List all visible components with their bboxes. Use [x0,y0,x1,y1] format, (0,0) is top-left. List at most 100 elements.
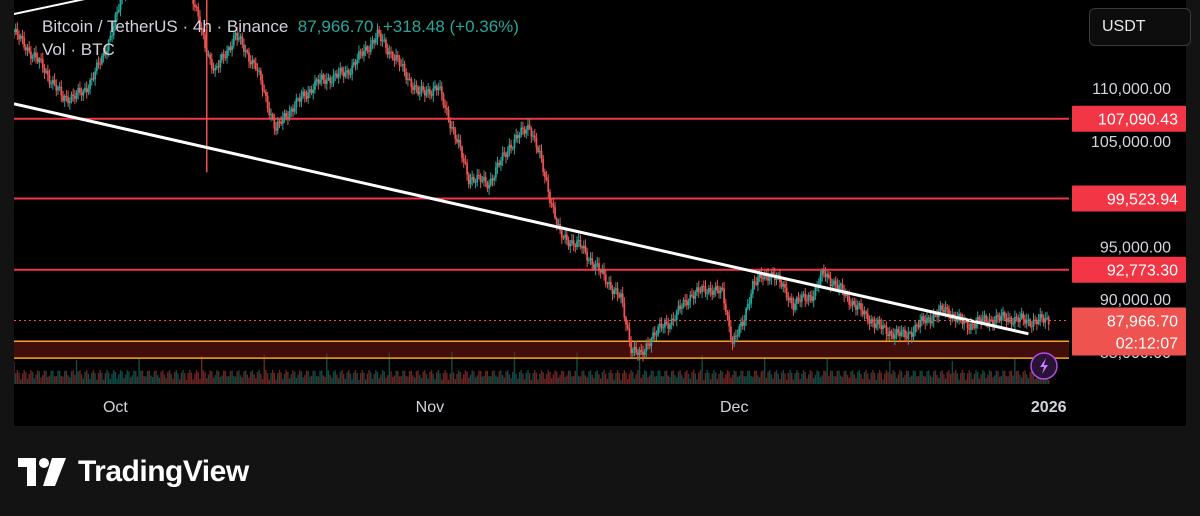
volume-bar [69,377,71,384]
volume-bar [380,374,382,384]
volume-bar [383,371,385,384]
candle-body [547,180,550,192]
candle-body [413,85,416,91]
volume-bar [779,379,781,384]
currency-button[interactable]: USDT [1089,8,1191,46]
time-axis[interactable]: Oct Nov Dec 2026 [103,399,1067,416]
volume-bar [850,371,852,384]
volume-bar [638,353,641,384]
volume-bar [153,371,156,384]
candle-body [936,314,939,317]
alert-button[interactable] [1030,352,1058,380]
candle-body [77,88,80,93]
candle-body [479,175,482,182]
volume-bar [621,373,624,384]
volume-bar [681,374,683,384]
candle-body [16,28,19,35]
candle-body [809,295,812,297]
candle-body [638,350,641,355]
volume-bar [642,374,644,384]
candle-body [870,319,873,324]
volume-bar [126,370,128,384]
chart-panel[interactable]: 110,000.00105,000.00100,000.0095,000.009… [14,0,1191,426]
candle-body [623,302,626,318]
volume-bar [949,373,952,384]
volume-bar [725,374,727,384]
candle-body [449,120,452,129]
price-axis[interactable]: 110,000.00105,000.00100,000.0095,000.009… [1091,81,1171,362]
volume-bar [356,373,358,384]
candle-body [560,230,563,238]
candle-body [861,309,864,315]
candle-body [836,284,839,290]
candle-body [1020,313,1023,318]
volume-bar [1034,378,1036,384]
volume-bar [643,370,646,384]
candle-body [614,288,617,290]
volume-legend[interactable]: Vol · BTC [42,40,115,59]
candle-body [775,276,778,280]
level-badge [1072,105,1186,132]
volume-bar [449,373,451,384]
candle-body [593,264,595,269]
candle-body [603,269,605,275]
candle-body [589,258,592,260]
candle-body [330,82,333,84]
volume-bar [200,355,203,384]
volume-bar [425,374,428,384]
candle-body [254,62,257,70]
volume-bar [784,373,786,384]
candle-body [893,335,896,339]
candle-body [319,79,321,84]
volume-bar [887,372,889,384]
volume-bar [283,373,286,384]
volume-bar [662,376,664,384]
volume-bar [23,370,25,384]
volume-bar [691,372,693,384]
candle-body [586,251,589,261]
volume-bar [402,370,404,384]
volume-bar [366,373,369,384]
candle-body [648,344,651,347]
volume-bar [248,377,250,384]
candle-body [505,153,507,157]
volume-bar [370,372,372,384]
candle-body [417,86,419,95]
candle-body [604,274,607,284]
candle-body [373,40,376,43]
candle-body [976,317,979,325]
volume-bar [300,371,303,384]
volume-bar [133,370,135,384]
candle-body [811,296,813,301]
candle-body [401,63,404,66]
trendline[interactable] [14,0,1029,336]
volume-bar [114,372,117,384]
candle-body [576,240,578,248]
candle-body [38,58,41,63]
candle-body [887,334,889,336]
volume-bar [324,376,326,384]
volume-bar [334,370,336,384]
brand-logo: TradingView [18,452,249,492]
level-badge-label: 107,090.43 [1098,112,1178,129]
candle-body [58,86,61,88]
candle-body [237,38,240,40]
volume-bar [608,372,610,384]
candle-body [322,74,325,80]
candle-body [471,177,474,180]
candle-body [422,86,425,90]
symbol-legend[interactable]: Bitcoin / TetherUS · 4h · Binance 87,966… [42,16,519,38]
price-chart[interactable]: 110,000.00105,000.00100,000.0095,000.009… [14,0,1186,426]
volume-bar [177,373,179,384]
volume-bar [77,371,79,384]
candle-body [729,326,732,340]
horizontal-levels[interactable] [14,0,1069,271]
candle-body [772,272,775,275]
candle-body [525,129,528,134]
volume-bar [855,378,857,384]
candle-body [40,58,42,60]
candle-body [740,321,742,327]
volume-bar [902,377,905,384]
volume-bar [1041,379,1043,384]
candle-body [719,287,722,294]
